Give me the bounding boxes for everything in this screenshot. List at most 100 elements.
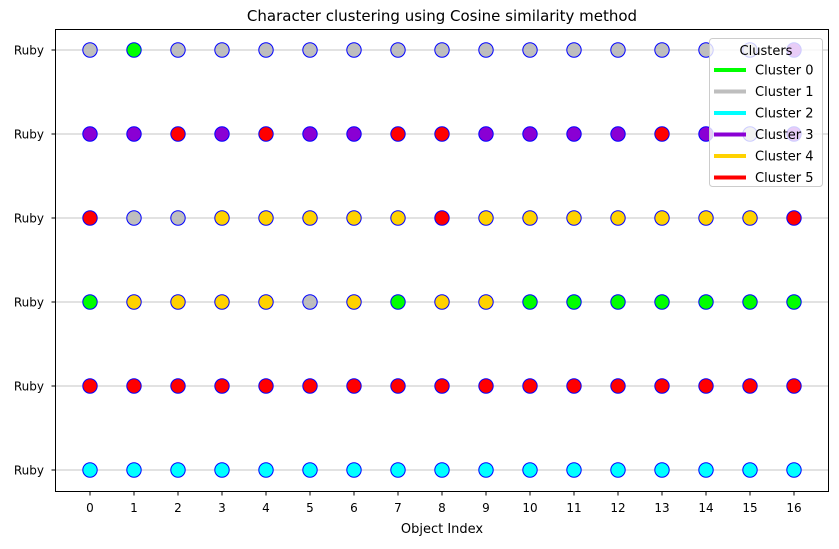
x-tick-label: 3 [218, 501, 226, 515]
x-tick-label: 6 [350, 501, 358, 515]
data-point [698, 294, 714, 310]
legend-label: Cluster 5 [755, 171, 814, 186]
data-point [654, 42, 670, 58]
data-point [610, 42, 626, 58]
data-point [566, 378, 582, 394]
data-point [126, 126, 142, 142]
data-point [522, 126, 538, 142]
data-point [654, 126, 670, 142]
data-point [390, 42, 406, 58]
data-point [390, 294, 406, 310]
data-point [522, 462, 538, 478]
data-point [786, 294, 802, 310]
data-point [478, 126, 494, 142]
data-point [478, 210, 494, 226]
legend-label: Cluster 2 [755, 107, 814, 122]
data-point [170, 294, 186, 310]
data-point [566, 210, 582, 226]
y-tick-label: Ruby [14, 464, 44, 478]
data-point [390, 378, 406, 394]
data-point [742, 210, 758, 226]
data-points [82, 42, 802, 478]
legend-label: Cluster 0 [755, 64, 814, 79]
data-point [302, 126, 318, 142]
data-point [214, 210, 230, 226]
x-tick-label: 15 [742, 501, 757, 515]
data-point [302, 294, 318, 310]
data-point [786, 210, 802, 226]
data-point [258, 210, 274, 226]
chart-title: Character clustering using Cosine simila… [247, 7, 637, 25]
x-tick-label: 1 [130, 501, 138, 515]
data-point [258, 294, 274, 310]
legend-title: Clusters [740, 44, 793, 59]
x-tick-label: 14 [698, 501, 713, 515]
data-point [170, 378, 186, 394]
data-point [434, 294, 450, 310]
data-point [434, 378, 450, 394]
data-point [610, 378, 626, 394]
data-point [522, 378, 538, 394]
legend-label: Cluster 4 [755, 150, 814, 165]
data-point [346, 42, 362, 58]
data-point [170, 462, 186, 478]
data-point [258, 378, 274, 394]
y-tick-label: Ruby [14, 296, 44, 310]
x-tick-label: 13 [654, 501, 669, 515]
x-tick-label: 16 [786, 501, 801, 515]
data-point [214, 378, 230, 394]
data-point [654, 210, 670, 226]
data-point [786, 378, 802, 394]
data-point [566, 294, 582, 310]
data-point [654, 462, 670, 478]
data-point [346, 210, 362, 226]
data-point [610, 210, 626, 226]
data-point [434, 126, 450, 142]
data-point [170, 126, 186, 142]
x-tick-label: 2 [174, 501, 182, 515]
data-point [478, 462, 494, 478]
data-point [566, 462, 582, 478]
data-point [126, 210, 142, 226]
data-point [654, 378, 670, 394]
data-point [346, 378, 362, 394]
x-tick-label: 7 [394, 501, 402, 515]
data-point [258, 42, 274, 58]
legend-label: Cluster 3 [755, 128, 814, 143]
x-tick-label: 11 [566, 501, 581, 515]
x-tick-label: 4 [262, 501, 270, 515]
data-point [786, 462, 802, 478]
legend-entries: Cluster 0 Cluster 1 Cluster 2 Cluster 3 Clus… [714, 64, 814, 186]
data-point [610, 294, 626, 310]
data-point [566, 42, 582, 58]
data-point [478, 378, 494, 394]
data-point [170, 42, 186, 58]
data-point [566, 126, 582, 142]
data-point [698, 210, 714, 226]
data-point [126, 294, 142, 310]
data-point [82, 126, 98, 142]
data-point [610, 126, 626, 142]
x-axis-label: Object Index [401, 522, 484, 537]
data-point [742, 462, 758, 478]
x-tick-labels: 0 1 2 3 4 5 6 7 8 9 10 11 12 13 14 15 16 [86, 491, 802, 515]
data-point [258, 462, 274, 478]
data-point [654, 294, 670, 310]
x-tick-label: 10 [522, 501, 537, 515]
data-point [742, 378, 758, 394]
data-point [302, 378, 318, 394]
data-point [126, 378, 142, 394]
data-point [214, 462, 230, 478]
data-point [698, 462, 714, 478]
data-point [302, 462, 318, 478]
legend-label: Cluster 1 [755, 85, 814, 100]
data-point [478, 294, 494, 310]
x-tick-label: 12 [610, 501, 625, 515]
data-point [434, 462, 450, 478]
legend-box [709, 38, 823, 187]
data-point [214, 126, 230, 142]
data-point [82, 210, 98, 226]
data-point [126, 42, 142, 58]
